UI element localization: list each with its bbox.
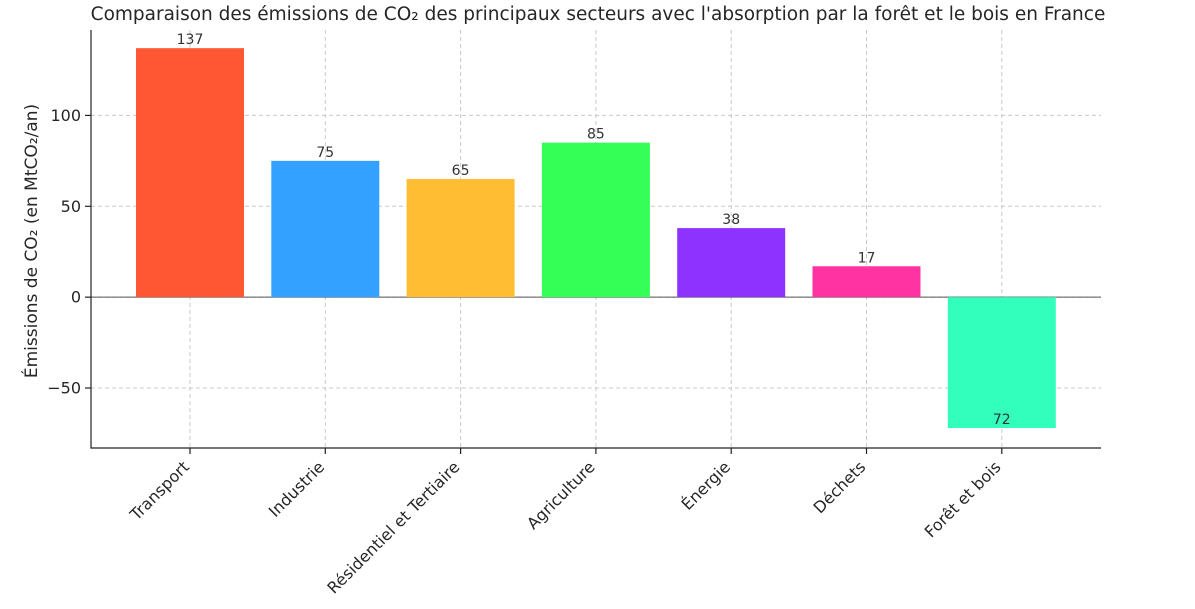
bar	[136, 48, 244, 298]
x-tick-label: Transport	[126, 457, 193, 524]
x-tick-label: Industrie	[265, 457, 328, 520]
data-label: 17	[858, 250, 876, 266]
bar	[541, 142, 650, 298]
bar	[947, 297, 1056, 429]
y-axis-label: Émissions de CO₂ (en MtCO₂/an)	[20, 104, 42, 378]
axis-layer	[90, 30, 1101, 449]
y-tick-label: 0	[71, 288, 81, 307]
data-label: 72	[993, 412, 1011, 428]
bar	[406, 179, 515, 298]
bar	[677, 228, 786, 298]
data-label: 38	[722, 212, 740, 228]
x-tick-label: Déchets	[810, 457, 870, 517]
data-label: 65	[452, 163, 470, 179]
axis-spines	[90, 30, 1101, 449]
x-tick-label: Énergie	[678, 457, 734, 513]
x-tick-label: Agriculture	[523, 457, 599, 533]
y-tick-layer: −50 0 50 100	[47, 106, 91, 398]
y-tick-label: 100	[50, 106, 81, 125]
x-tick-label: Forêt et bois	[921, 457, 1005, 541]
bar	[812, 266, 921, 298]
data-label-layer: 137 75 65 85 38 17 72	[177, 32, 1011, 428]
chart-title: Comparaison des émissions de CO₂ des pri…	[91, 4, 1106, 25]
data-label: 75	[316, 145, 334, 161]
data-label: 85	[587, 127, 605, 143]
y-tick-label: −50	[47, 379, 81, 398]
data-label: 137	[177, 32, 204, 48]
y-tick-label: 50	[61, 197, 81, 216]
x-tick-label: Résidentiel et Tertiaire	[323, 457, 463, 597]
bar	[271, 160, 380, 298]
bar-layer	[136, 48, 1056, 429]
